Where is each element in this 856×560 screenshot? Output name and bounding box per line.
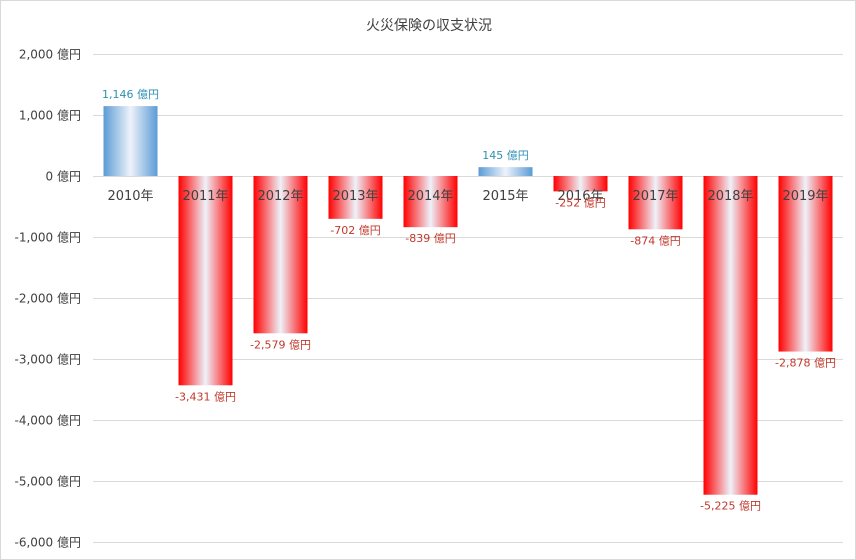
y-tick-label: -6,000 億円	[15, 536, 82, 550]
y-tick-label: 1,000 億円	[19, 109, 81, 123]
data-label: -3,431 億円	[175, 390, 236, 403]
x-axis-category-labels: 2010年 2011年 2012年 2013年 2014年 2015年 2016年 2017年…	[107, 189, 828, 204]
y-tick-label: -5,000 億円	[15, 475, 82, 489]
bar	[253, 176, 308, 334]
data-labels: 1,146 億円 -3,431 億円 -2,579 億円 -702 億円 -839 億円…	[102, 88, 836, 513]
y-tick-label: 2,000 億円	[19, 48, 81, 62]
bar	[478, 167, 533, 176]
chart-title: 火災保険の収支状況	[366, 18, 492, 34]
bar	[703, 176, 758, 495]
y-tick-label: -2,000 億円	[15, 292, 82, 306]
data-label: -2,579 億円	[250, 338, 311, 351]
data-label: -702 億円	[330, 224, 380, 237]
y-tick-label: 0 億円	[46, 170, 81, 184]
bar	[328, 176, 383, 219]
y-tick-label: -1,000 億円	[15, 231, 82, 245]
data-label: 1,146 億円	[102, 88, 159, 101]
x-category-label: 2011年	[182, 189, 228, 204]
bar	[178, 176, 233, 386]
x-category-label: 2018年	[707, 189, 753, 204]
x-category-label: 2014年	[407, 189, 453, 204]
data-label: -839 億円	[405, 232, 455, 245]
x-category-label: 2016年	[557, 189, 603, 204]
x-category-label: 2010年	[107, 189, 153, 204]
y-axis-tick-labels: 2,000 億円 1,000 億円 0 億円 -1,000 億円 -2,000 億円 -3…	[15, 48, 82, 550]
x-category-label: 2017年	[632, 189, 678, 204]
x-category-label: 2012年	[257, 189, 303, 204]
bar	[778, 176, 833, 352]
data-label: -252 億円	[555, 196, 605, 209]
data-label: -874 億円	[630, 234, 680, 247]
data-label: 145 億円	[482, 149, 529, 162]
bar	[628, 176, 683, 230]
x-category-label: 2015年	[482, 189, 528, 204]
bar	[103, 106, 158, 176]
data-label: -5,225 億円	[700, 500, 761, 513]
bar	[553, 176, 608, 192]
data-label: -2,878 億円	[775, 357, 836, 370]
bar	[403, 176, 458, 228]
bars	[103, 106, 833, 495]
y-tick-label: -4,000 億円	[15, 414, 82, 428]
y-tick-label: -3,000 億円	[15, 353, 82, 367]
x-category-label: 2013年	[332, 189, 378, 204]
x-category-label: 2019年	[782, 189, 828, 204]
